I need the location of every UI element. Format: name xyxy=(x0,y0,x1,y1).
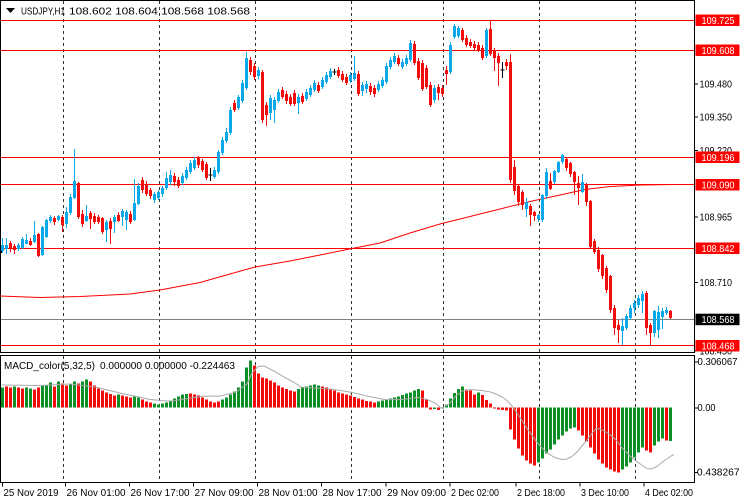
svg-text:27 Nov 09:00: 27 Nov 09:00 xyxy=(195,487,254,499)
svg-text:0.306067: 0.306067 xyxy=(698,356,738,368)
svg-text:4 Dec 02:00: 4 Dec 02:00 xyxy=(645,487,693,499)
svg-text:2 Dec 02:00: 2 Dec 02:00 xyxy=(451,487,499,499)
svg-text:26 Nov 01:00: 26 Nov 01:00 xyxy=(67,487,126,499)
svg-text:108.842: 108.842 xyxy=(702,243,735,255)
svg-text:USDJPY,H1: USDJPY,H1 xyxy=(21,6,65,18)
svg-text:MACD_color(5,32,5): MACD_color(5,32,5) xyxy=(4,360,95,372)
svg-text:108.568: 108.568 xyxy=(702,314,735,326)
svg-text:109.196: 109.196 xyxy=(702,152,735,164)
svg-text:3 Dec 10:00: 3 Dec 10:00 xyxy=(581,487,629,499)
svg-text:2 Dec 18:00: 2 Dec 18:00 xyxy=(517,487,565,499)
svg-text:29 Nov 09:00: 29 Nov 09:00 xyxy=(387,487,446,499)
svg-text:0.00: 0.00 xyxy=(698,402,716,414)
svg-text:28 Nov 17:00: 28 Nov 17:00 xyxy=(323,487,382,499)
svg-text:108.602 108.604 108.568 108.56: 108.602 108.604 108.568 108.568 xyxy=(69,6,250,18)
svg-text:109.090: 109.090 xyxy=(702,179,735,191)
svg-text:109.480: 109.480 xyxy=(700,79,733,91)
svg-text:0.000000 0.000000 -0.224463: 0.000000 0.000000 -0.224463 xyxy=(100,360,235,372)
svg-text:109.725: 109.725 xyxy=(702,15,735,27)
svg-text:109.608: 109.608 xyxy=(702,45,735,57)
svg-text:108.965: 108.965 xyxy=(700,212,733,224)
svg-text:108.468: 108.468 xyxy=(702,340,735,352)
svg-text:-0.438267: -0.438267 xyxy=(694,467,740,479)
svg-text:109.350: 109.350 xyxy=(700,112,733,124)
svg-text:25 Nov 2019: 25 Nov 2019 xyxy=(4,487,59,499)
svg-text:26 Nov 17:00: 26 Nov 17:00 xyxy=(131,487,190,499)
svg-text:108.710: 108.710 xyxy=(700,277,733,289)
svg-text:28 Nov 01:00: 28 Nov 01:00 xyxy=(259,487,318,499)
